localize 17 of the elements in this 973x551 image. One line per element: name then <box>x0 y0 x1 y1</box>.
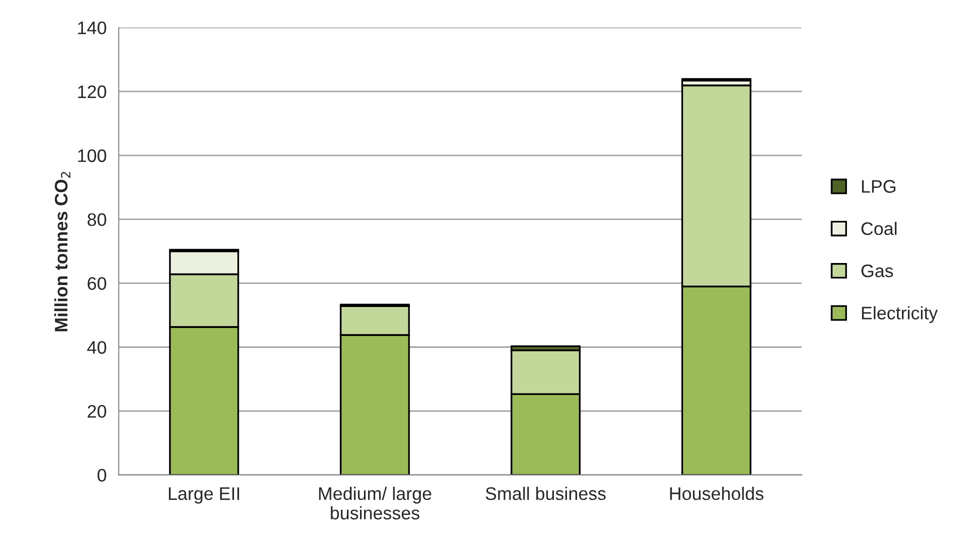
y-tick-label: 80 <box>88 213 106 226</box>
y-tick-label: 120 <box>78 85 106 98</box>
x-tick-label: Households <box>670 486 764 500</box>
legend-label: Coal <box>861 222 896 236</box>
legend-label: Gas <box>861 264 894 278</box>
y-tick-label: 60 <box>88 277 106 290</box>
x-tick-label: Large EII <box>168 487 240 504</box>
y-tick-label: 140 <box>78 21 106 34</box>
x-tick-label: Small business <box>486 486 606 500</box>
y-tick-label: 40 <box>87 341 106 354</box>
y-tick-label: 100 <box>78 149 106 162</box>
y-tick-label: 0 <box>98 468 106 482</box>
legend-label: Electricity <box>862 306 938 324</box>
x-tick-label: Medium/ large businesses <box>319 486 432 520</box>
y-axis-title: Million tonnes CO$_{2}$ <box>54 172 70 332</box>
legend-label: LPG <box>862 180 896 193</box>
y-tick-label: 20 <box>88 404 106 418</box>
